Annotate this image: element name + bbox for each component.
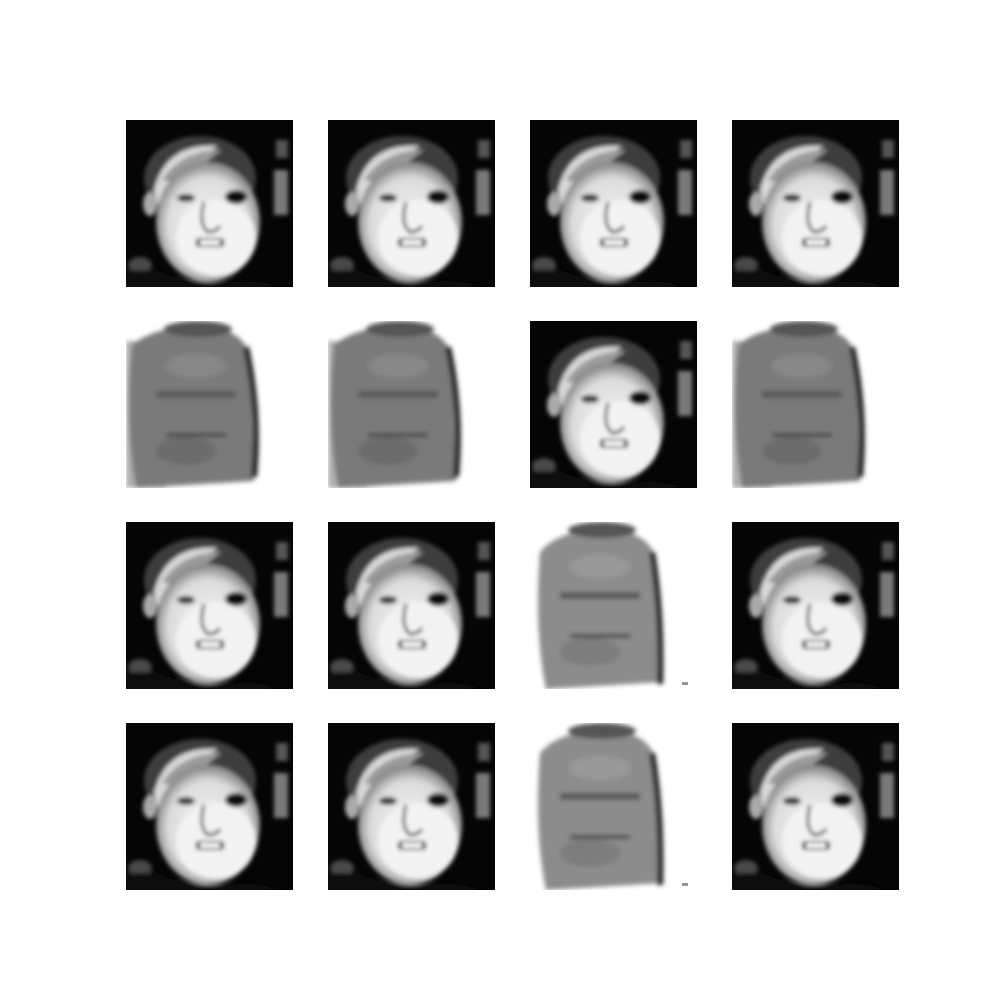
face-sample-graphic: [732, 723, 899, 890]
face-sample-graphic: [328, 723, 495, 890]
face-sample-graphic: [126, 120, 293, 287]
face-sample-graphic: [732, 321, 899, 488]
sample-grid: [126, 120, 900, 890]
sample-image: [328, 321, 495, 488]
sample-image: [732, 723, 899, 890]
sample-image: [732, 120, 899, 287]
face-sample-graphic: [126, 321, 293, 488]
face-sample-graphic: [530, 522, 697, 689]
face-sample-graphic: [328, 522, 495, 689]
face-sample-graphic: [530, 120, 697, 287]
sample-image: [530, 522, 697, 689]
sample-image: [328, 522, 495, 689]
sample-image: [328, 120, 495, 287]
face-sample-graphic: [328, 120, 495, 287]
sample-image: [126, 522, 293, 689]
sample-image: [530, 723, 697, 890]
face-sample-graphic: [732, 120, 899, 287]
face-sample-graphic: [328, 321, 495, 488]
sample-image: [126, 120, 293, 287]
sample-image: [530, 120, 697, 287]
face-sample-graphic: [530, 321, 697, 488]
face-sample-graphic: [126, 522, 293, 689]
face-sample-graphic: [732, 522, 899, 689]
sample-image: [126, 321, 293, 488]
sample-image: [530, 321, 697, 488]
face-sample-graphic: [530, 723, 697, 890]
sample-image: [732, 321, 899, 488]
sample-image: [126, 723, 293, 890]
face-sample-graphic: [126, 723, 293, 890]
sample-image: [732, 522, 899, 689]
sample-image: [328, 723, 495, 890]
